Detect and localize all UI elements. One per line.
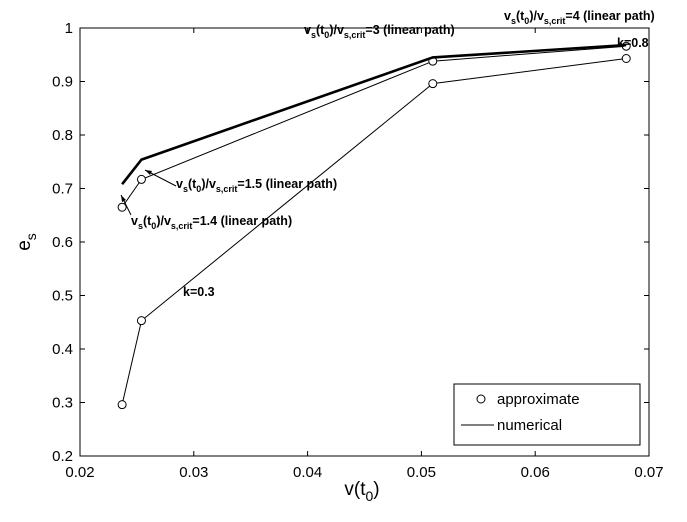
x-tick-label: 0.07 <box>634 464 663 481</box>
annotation-ratio-3: vs(t0)/vs,crit=3 (linear path) <box>304 23 455 40</box>
annotation-arrowhead-1-4 <box>121 195 126 202</box>
annotation-k03: k=0.3 <box>183 285 215 299</box>
data-point-approximate <box>136 316 146 326</box>
x-tick-label: 0.02 <box>65 464 94 481</box>
y-tick-label: 0.8 <box>52 127 73 144</box>
series-line-numerical-0 <box>121 43 627 186</box>
y-tick-label: 0.5 <box>52 288 73 305</box>
legend-label-numerical: numerical <box>497 417 562 434</box>
y-axis-title: es <box>14 233 39 251</box>
annotation-ratio-1-5: vs(t0)/vs,crit=1.5 (linear path) <box>176 177 337 194</box>
series-layer <box>117 41 631 410</box>
axes: 0.02 0.03 0.04 0.05 0.06 0.07 0.2 0.3 0.4 0.5 0.6 0… <box>52 20 663 481</box>
annotation-ratio-4: vs(t0)/vs,crit=4 (linear path) <box>504 9 655 26</box>
legend-label-approximate: approximate <box>497 391 580 408</box>
legend-box <box>453 383 641 446</box>
y-tick-label: 1 <box>65 20 73 37</box>
series-line-approximate-1 <box>121 45 627 208</box>
x-tick-label: 0.05 <box>407 464 436 481</box>
x-tick-label: 0.04 <box>293 464 322 481</box>
x-tick-label: 0.03 <box>179 464 208 481</box>
legend-marker-approximate <box>476 394 486 404</box>
data-point-approximate <box>428 79 438 89</box>
y-tick-label: 0.6 <box>52 234 73 251</box>
data-point-approximate <box>621 53 631 63</box>
y-tick-label: 0.2 <box>52 448 73 465</box>
annotation-ratio-1-4: vs(t0)/vs,crit=1.4 (linear path) <box>131 214 292 231</box>
y-tick-label: 0.9 <box>52 74 73 91</box>
legend: approximate numerical <box>453 383 641 446</box>
annotations: k=0.8 k=0.3 vs(t0)/vs,crit=4 (linear pat… <box>120 9 655 299</box>
series-line-approximate-0 <box>121 58 627 405</box>
data-point-approximate <box>136 174 146 184</box>
data-point-approximate <box>117 202 127 212</box>
x-tick-label: 0.06 <box>521 464 550 481</box>
y-tick-label: 0.3 <box>52 395 73 412</box>
data-point-approximate <box>117 400 127 410</box>
annotation-arrowhead-1-5 <box>145 170 152 175</box>
x-axis-title: v(t0) <box>344 479 379 504</box>
y-tick-label: 0.4 <box>52 341 73 358</box>
annotation-k08: k=0.8 <box>617 36 649 50</box>
y-tick-label: 0.7 <box>52 181 73 198</box>
